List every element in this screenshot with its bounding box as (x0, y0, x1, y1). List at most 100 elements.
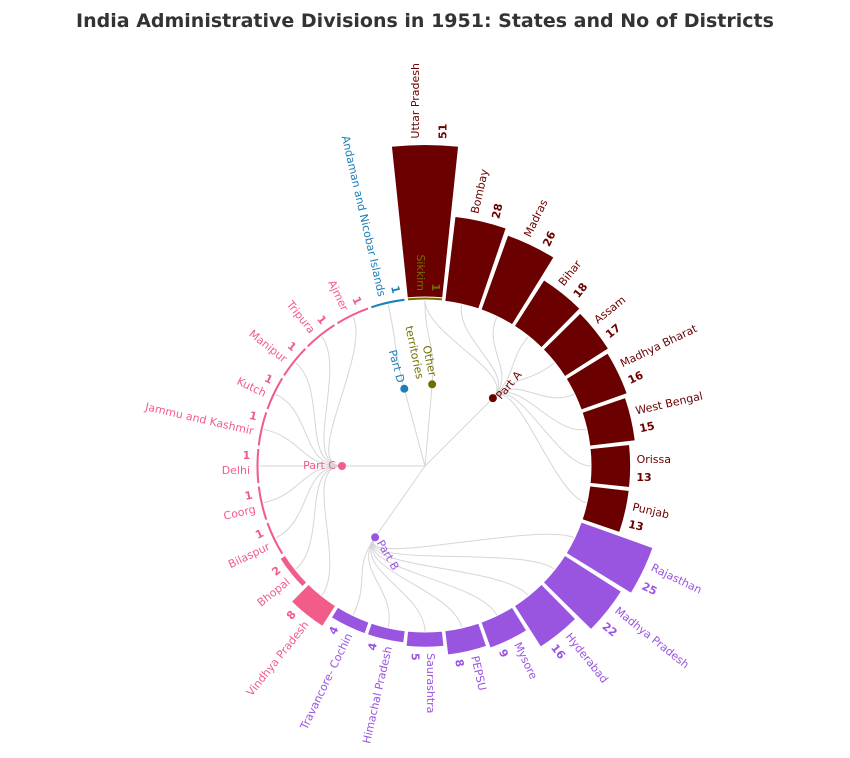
bar-name-label: Madhya Pradesh (612, 604, 691, 671)
bar-pepsu[interactable] (444, 622, 488, 656)
bar-name-label: Punjab (631, 500, 670, 521)
bar-bombay[interactable] (444, 215, 507, 310)
bar-delhi[interactable] (255, 447, 261, 485)
leaf-link (263, 428, 343, 467)
bar-value-label: 1 (314, 313, 329, 327)
root-link (374, 465, 426, 538)
bar-madhya-bharat[interactable] (565, 352, 628, 411)
bar-value-label: 1 (248, 409, 258, 423)
bar-name-label: PEPSU (468, 655, 489, 692)
bar-manipur[interactable] (281, 346, 308, 378)
bar-himachal-pradesh[interactable] (366, 622, 406, 644)
leaf-link (294, 465, 343, 570)
bar-mysore[interactable] (480, 606, 528, 649)
bar-kutch[interactable] (265, 376, 285, 411)
bar-ajmer[interactable] (335, 306, 370, 326)
bar-name-label: Bombay (468, 167, 491, 214)
bar-value-label: 13 (627, 518, 645, 534)
bar-hyderabad[interactable] (513, 583, 577, 648)
bar-value-label: 4 (326, 624, 341, 637)
bar-value-label: 13 (636, 471, 651, 484)
bar-value-label: 8 (284, 608, 299, 622)
leaf-link (492, 388, 575, 399)
bar-name-label: Saurashtra (424, 653, 437, 713)
bar-vindhya-pradesh[interactable] (290, 583, 337, 628)
bar-andaman-and-nicobar-islands[interactable] (369, 297, 406, 310)
leaf-link (387, 304, 405, 389)
bar-value-label: 18 (571, 280, 591, 300)
leaf-link (372, 536, 556, 570)
bar-name-label: Assam (592, 293, 629, 326)
bar-value-label: 8 (452, 658, 466, 668)
leaf-link (263, 465, 343, 504)
leaf-link (275, 465, 343, 539)
chart-title: India Administrative Divisions in 1951: … (76, 10, 774, 32)
bar-west-bengal[interactable] (581, 396, 636, 447)
bar-value-label: 1 (243, 489, 253, 503)
bar-punjab[interactable] (581, 485, 630, 534)
bar-value-label: 22 (600, 620, 620, 640)
bar-name-label: Bhopal (255, 575, 293, 609)
bar-bilaspur[interactable] (265, 521, 285, 556)
bar-madras[interactable] (480, 234, 555, 326)
bar-value-label: 25 (640, 580, 659, 598)
bar-rajasthan[interactable] (565, 521, 654, 595)
leaf-link (424, 299, 498, 399)
bar-name-label: Andaman and Nicobar Islands (339, 134, 388, 298)
bar-value-label: 1 (429, 284, 442, 292)
bar-jammu-and-kashmir[interactable] (256, 410, 269, 447)
group-node-part-a[interactable] (488, 394, 497, 403)
group-node-part-d[interactable] (400, 384, 409, 393)
leaf-link (424, 299, 434, 385)
leaf-link (321, 335, 343, 467)
leaf-link (294, 362, 343, 467)
leaf-link (460, 304, 500, 399)
bar-value-label: 1 (253, 527, 266, 542)
group-node-label: Part C (303, 459, 336, 472)
bar-coorg[interactable] (256, 485, 269, 522)
leaf-link (321, 465, 343, 597)
leaf-link (368, 536, 390, 628)
bar-travancore-cochin[interactable] (330, 606, 370, 635)
leaf-link (492, 393, 592, 467)
bar-name-label: Vindhya Pradesh (244, 619, 312, 699)
leaf-link (492, 362, 556, 399)
bars-layer (255, 144, 654, 656)
leaf-link (370, 536, 426, 633)
bar-value-label: 15 (638, 419, 656, 435)
leaf-link (371, 536, 498, 616)
leaf-link (371, 536, 463, 628)
bar-name-label: Manipur (246, 327, 289, 365)
leaf-link (492, 394, 587, 504)
bar-value-label: 26 (540, 229, 559, 249)
bar-value-label: 17 (603, 321, 623, 341)
bar-bihar[interactable] (513, 279, 581, 349)
group-node-label: Part D (386, 348, 407, 384)
group-node-other-territories[interactable] (428, 380, 437, 389)
leaf-link (492, 335, 529, 399)
bar-value-label: 1 (243, 449, 251, 462)
bar-value-label: 2 (269, 564, 283, 579)
bar-orissa[interactable] (589, 443, 632, 489)
bar-saurashtra[interactable] (405, 630, 445, 648)
bar-name-label: Ajmer (325, 278, 351, 313)
bar-tripura[interactable] (305, 322, 337, 349)
bar-sikkim[interactable] (406, 296, 444, 302)
bar-value-label: 16 (626, 368, 646, 387)
group-node-label: Otherterritories (402, 322, 439, 381)
leaf-link (372, 536, 529, 597)
group-node-part-c[interactable] (338, 462, 346, 470)
bar-bhopal[interactable] (279, 554, 308, 588)
bar-name-label: Mysore (511, 640, 540, 681)
bar-name-label: West Bengal (634, 390, 704, 418)
bar-name-label: Kutch (235, 375, 269, 400)
group-node-part-b[interactable] (371, 533, 380, 542)
bar-madhya-pradesh[interactable] (542, 554, 623, 631)
bar-assam[interactable] (542, 312, 610, 378)
bar-value-label: 5 (409, 653, 422, 661)
bar-name-label: Coorg (222, 503, 257, 523)
bar-value-label: 28 (489, 202, 505, 220)
links-layer (259, 299, 592, 633)
